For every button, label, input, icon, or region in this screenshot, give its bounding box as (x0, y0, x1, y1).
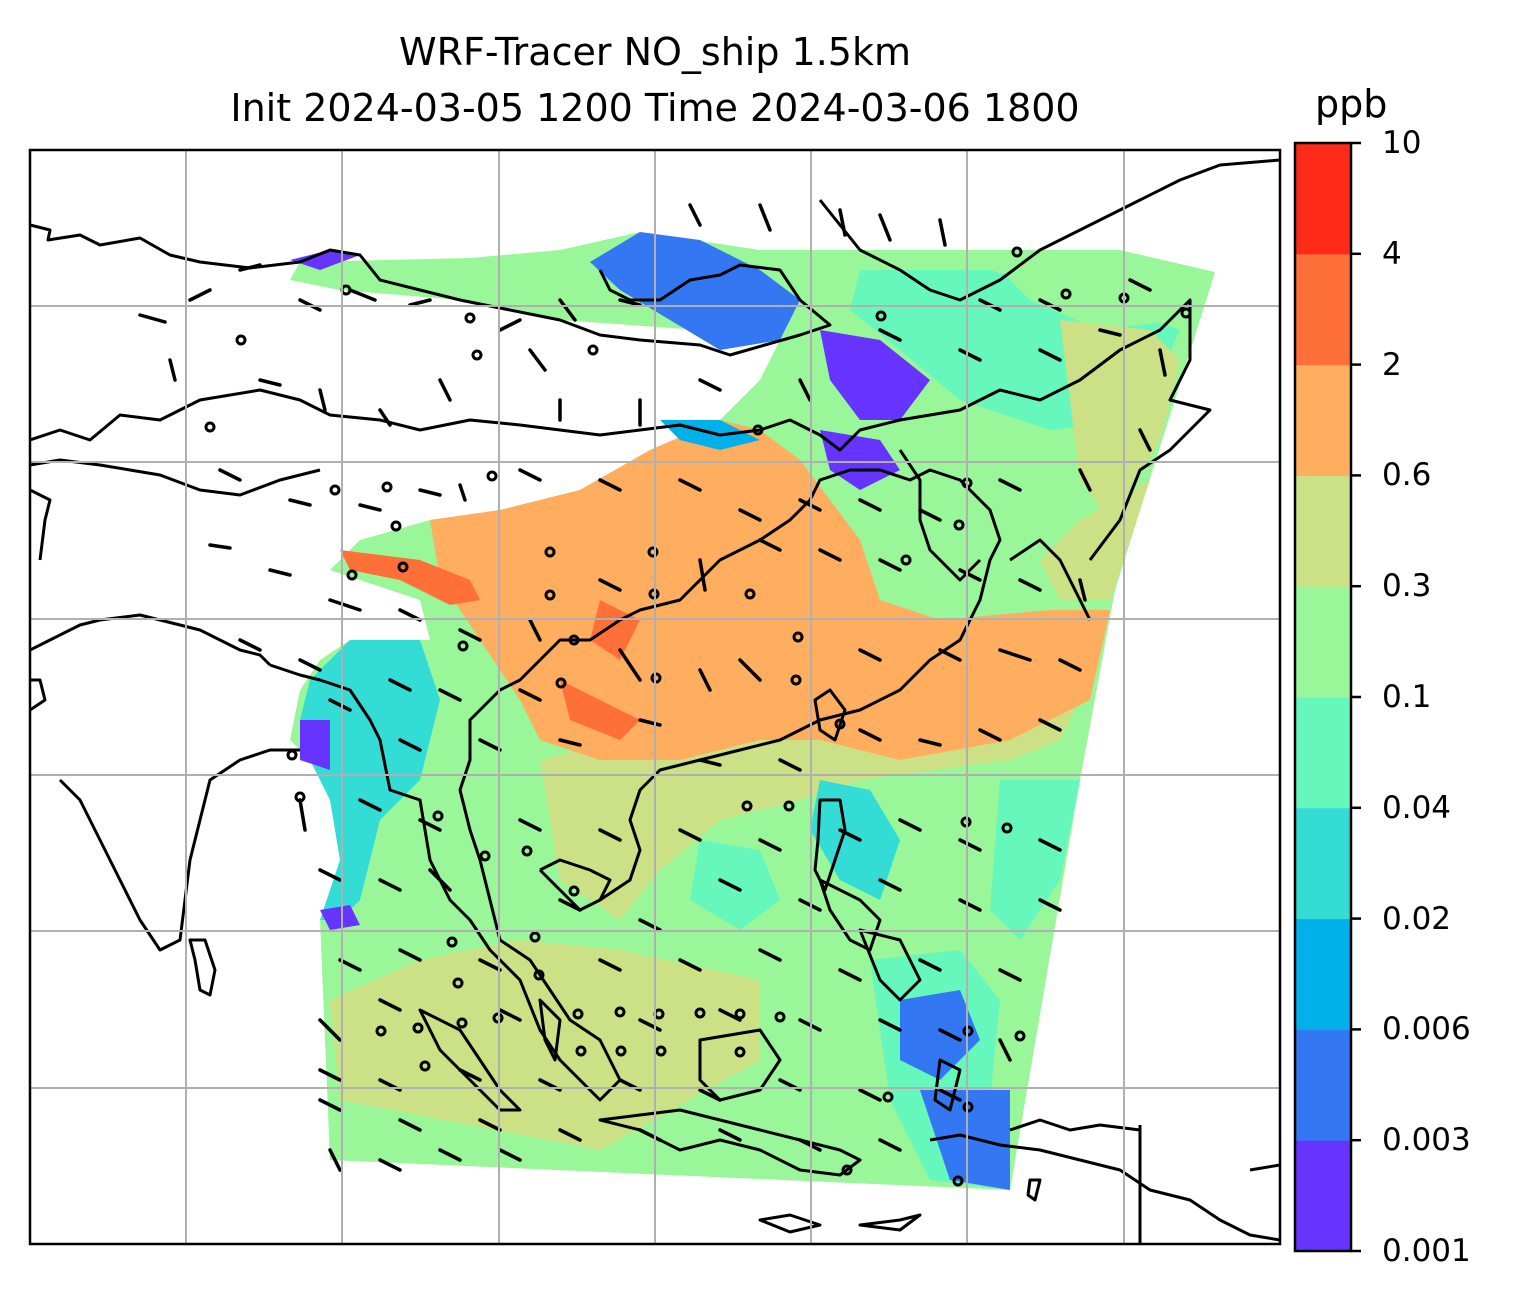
plot-title-line2: Init 2024-03-05 1200 Time 2024-03-06 180… (230, 86, 1080, 130)
colorbar-segment-2 (1295, 918, 1351, 1030)
colorbar-segment-8 (1295, 253, 1351, 366)
colorbar-tick-label: 10 (1382, 125, 1422, 161)
colorbar-segment-4 (1295, 697, 1351, 809)
colorbar-tick-label: 4 (1382, 235, 1402, 272)
plot-title-line1: WRF-Tracer NO_ship 1.5km (399, 30, 911, 74)
colorbar-tick-label: 2 (1382, 346, 1402, 383)
colorbar-tick-label: 0.3 (1382, 568, 1432, 605)
colorbar-segment-0 (1295, 1140, 1351, 1252)
colorbar-tick-label: 0.6 (1382, 457, 1432, 494)
gridlines (30, 150, 1280, 1244)
colorbar-segment-6 (1295, 475, 1351, 587)
wind-barbs (138, 203, 1167, 1172)
colorbar-tick-label: 0.04 (1382, 789, 1452, 826)
colorbar-tick-label: 0.006 (1382, 1011, 1471, 1048)
colorbar-segment-1 (1295, 1029, 1351, 1141)
map-frame (28, 148, 1282, 1246)
colorbar-segment-3 (1295, 807, 1351, 920)
coastlines (30, 158, 1280, 1244)
colorbar-tick-label: 0.1 (1382, 679, 1432, 715)
map-axes-content (30, 150, 1280, 1244)
colorbar-tick-label: 0.003 (1382, 1122, 1471, 1159)
colorbar (1295, 141, 1361, 1253)
colorbar-segment-7 (1295, 364, 1351, 476)
colorbar-segment-9 (1295, 143, 1351, 255)
colorbar-tick-label: 0.001 (1382, 1233, 1471, 1269)
concentration-field (290, 232, 1215, 1190)
colorbar-segment-5 (1295, 586, 1351, 698)
colorbar-unit-label: ppb (1315, 82, 1388, 126)
colorbar-frame (1293, 141, 1353, 1253)
colorbar-tick-label: 0.02 (1382, 900, 1452, 937)
